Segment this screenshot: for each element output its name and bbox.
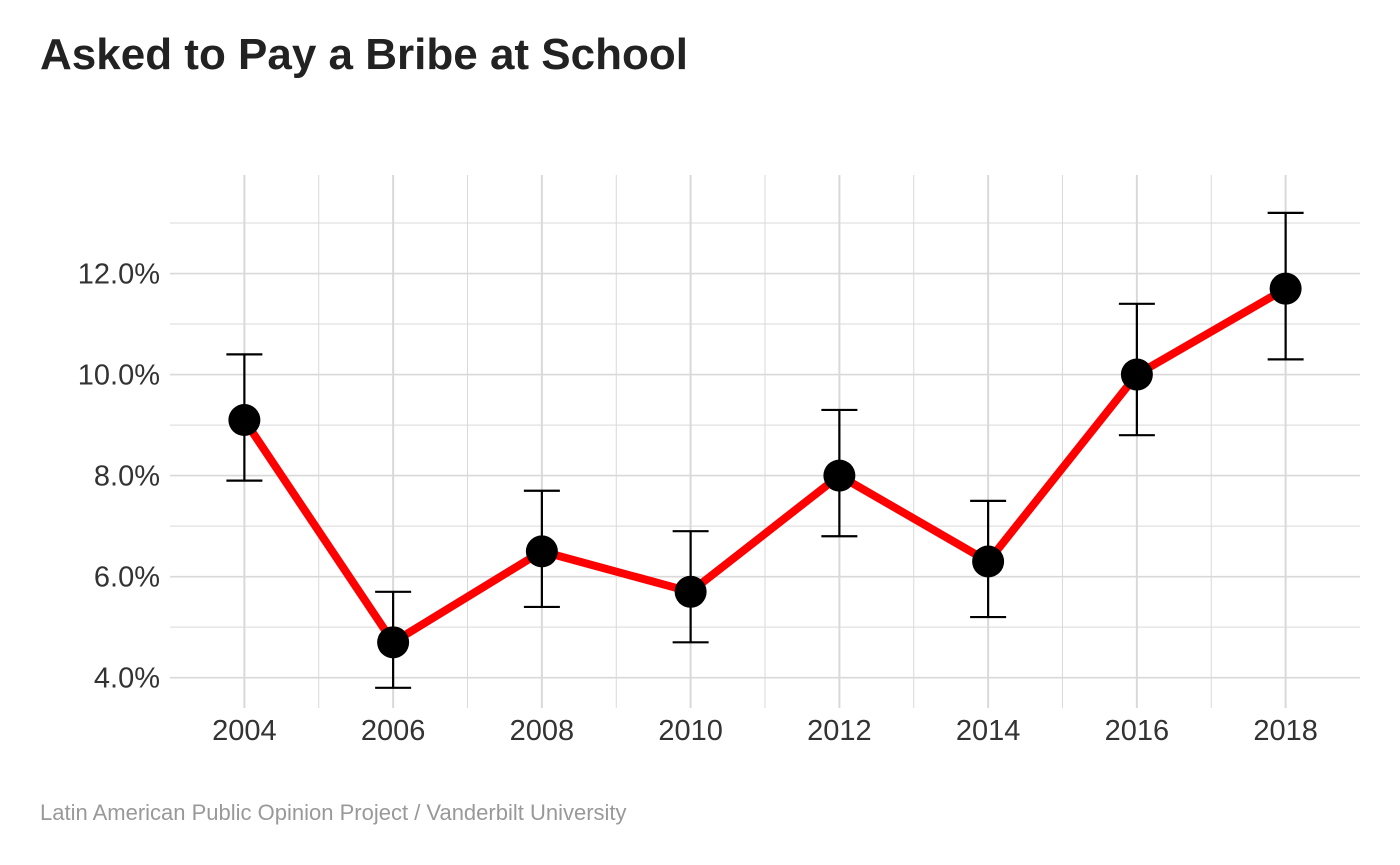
y-tick-label: 6.0% <box>94 562 160 594</box>
x-tick-label: 2018 <box>1253 715 1318 747</box>
x-tick-label: 2006 <box>361 715 426 747</box>
y-tick-label: 10.0% <box>78 360 160 392</box>
x-tick-label: 2014 <box>956 715 1021 747</box>
data-point <box>1120 358 1153 391</box>
x-tick-label: 2008 <box>510 715 575 747</box>
y-tick-label: 12.0% <box>78 259 160 291</box>
data-point <box>525 535 558 568</box>
x-tick-label: 2010 <box>658 715 723 747</box>
chart-title: Asked to Pay a Bribe at School <box>40 30 688 79</box>
data-point <box>1269 272 1302 305</box>
data-point <box>823 459 856 492</box>
x-tick-label: 2004 <box>212 715 277 747</box>
source-caption: Latin American Public Opinion Project / … <box>40 800 627 825</box>
data-point <box>377 626 410 659</box>
x-tick-label: 2012 <box>807 715 872 747</box>
y-tick-label: 8.0% <box>94 461 160 493</box>
data-point <box>674 575 707 608</box>
series-line <box>240 284 1290 647</box>
data-point <box>228 404 261 437</box>
data-point <box>972 545 1005 578</box>
y-tick-label: 4.0% <box>94 663 160 695</box>
x-tick-label: 2016 <box>1105 715 1170 747</box>
